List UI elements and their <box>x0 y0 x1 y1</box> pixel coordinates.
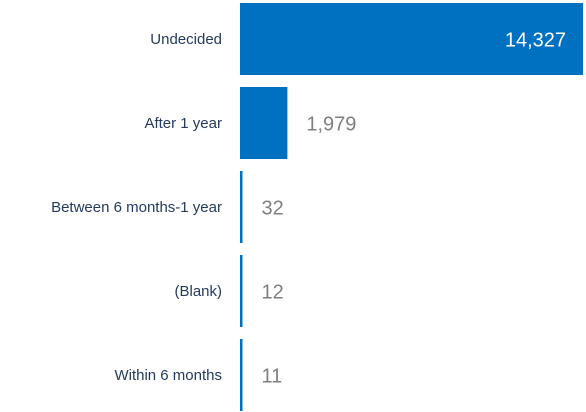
bar <box>240 3 583 75</box>
category-label: Undecided <box>150 31 222 48</box>
value-label: 12 <box>262 281 284 303</box>
value-label: 11 <box>262 365 283 387</box>
value-label: 1,979 <box>306 113 356 135</box>
category-label: Within 6 months <box>114 367 222 384</box>
category-label: Between 6 months-1 year <box>51 199 222 216</box>
bar <box>240 87 288 159</box>
category-label: (Blank) <box>174 283 222 300</box>
value-label: 14,327 <box>505 29 566 51</box>
bar <box>240 339 243 411</box>
bar <box>240 171 243 243</box>
value-label: 32 <box>262 197 284 219</box>
category-label: After 1 year <box>144 115 222 132</box>
bar <box>240 255 243 327</box>
